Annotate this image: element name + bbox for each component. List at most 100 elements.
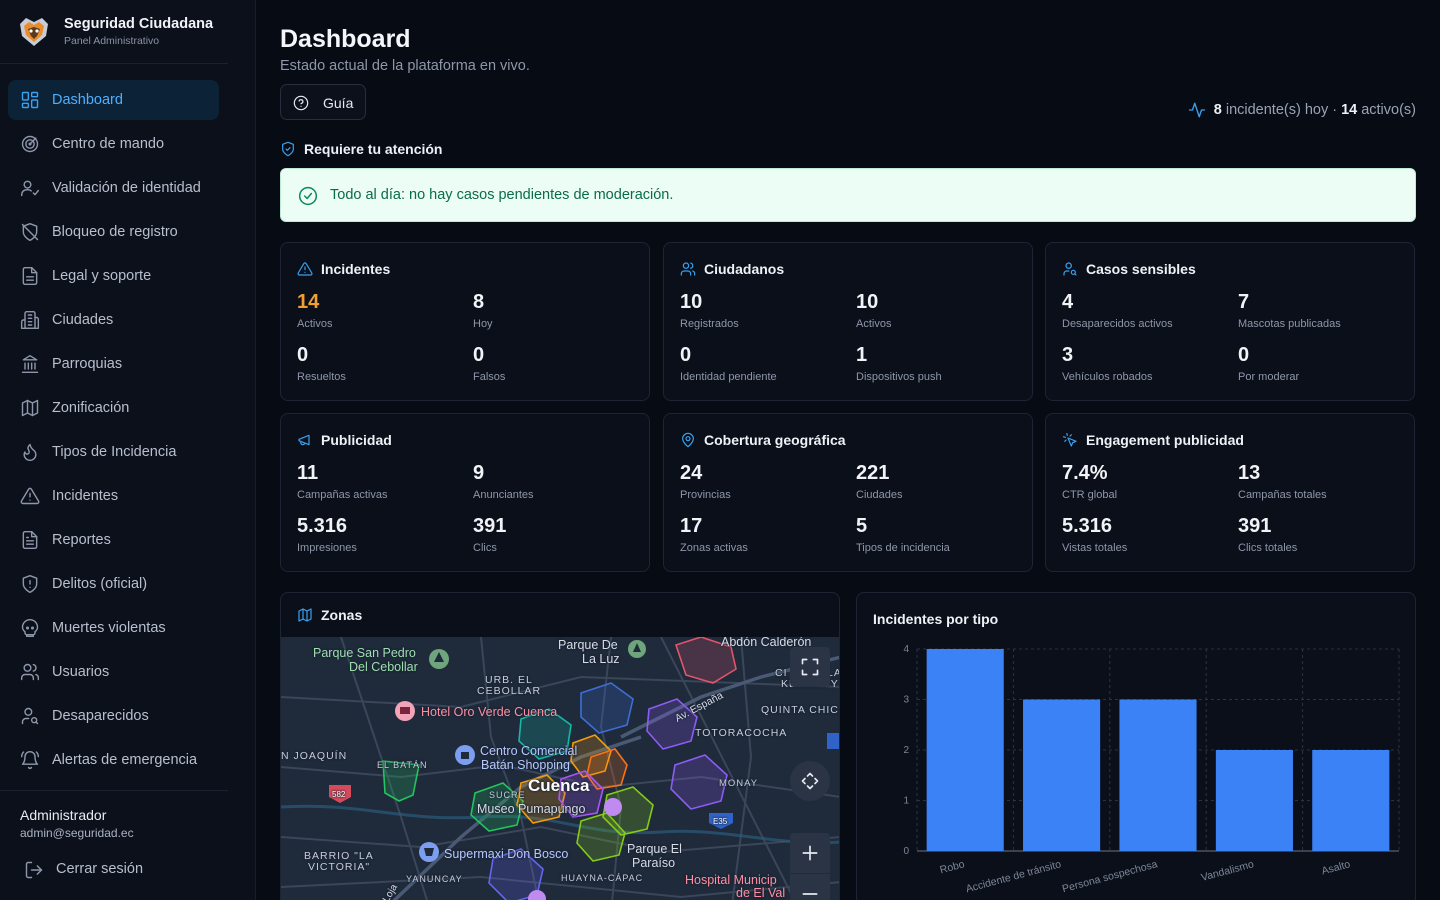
stat-label: Anunciantes [473,489,534,501]
sidebar-item-label: Delitos (oficial) [52,576,148,592]
map-pin-icon [682,432,694,448]
stat-vistas-totales: 5.316 Vistas totales [1062,514,1232,554]
landmark-icon [20,354,40,374]
pan-button[interactable] [790,761,830,801]
page-title: Dashboard [280,25,411,53]
bar [1312,750,1390,851]
users-icon [20,662,40,682]
guide-button[interactable]: Guía [280,84,366,120]
stat-activos: 14 Activos [297,290,467,330]
sidebar-item-zonificacion[interactable]: Zonificación [8,388,219,428]
attention-heading: Requiere tu atención [280,141,442,157]
sidebar-nav: Dashboard Centro de mando Validación de … [8,80,219,784]
stat-label: Tipos de incidencia [856,542,950,554]
user-email: admin@seguridad.ec [20,826,134,840]
x-tick-label: Robo [939,858,967,876]
stat-label: Por moderar [1238,371,1300,383]
zoom-out-button[interactable] [790,874,830,900]
stat-value: 221 [856,462,890,484]
attention-title: Requiere tu atención [304,141,443,157]
map-label: La Luz [582,652,620,666]
stat-label: Clics [473,542,497,554]
stat-value: 10 [680,291,703,313]
sidebar-item-centro-de-mando[interactable]: Centro de mando [8,124,219,164]
map-base [281,637,839,900]
stat-desaparecidos: 4 Desaparecidos activos [1062,290,1232,330]
stat-value: 0 [473,344,485,366]
sidebar-item-label: Zonificación [52,400,130,416]
map-label: SUCRE [489,790,526,800]
y-tick-label: 1 [903,796,909,807]
plus-icon [802,845,818,861]
map-label: Paraíso [632,856,676,870]
stat-por-moderar: 0 Por moderar [1238,343,1408,383]
sidebar-item-validacion[interactable]: Validación de identidad [8,168,219,208]
stat-label: Mascotas publicadas [1238,318,1341,330]
guide-label: Guía [323,95,354,111]
fullscreen-icon [801,658,819,676]
stat-label: Vehículos robados [1062,371,1153,383]
map-label: Centro Comercial [480,744,578,758]
map-label: YANUNCAY [406,874,463,884]
user-block: Administrador admin@seguridad.ec Cerrar … [0,790,228,900]
today-text: incidente(s) hoy · [1225,102,1338,118]
sidebar-item-reportes[interactable]: Reportes [8,520,219,560]
sidebar-item-usuarios[interactable]: Usuarios [8,652,219,692]
sidebar-item-dashboard[interactable]: Dashboard [8,80,219,120]
card-title: Publicidad [321,432,392,448]
zoom-in-button[interactable] [790,833,830,873]
stat-ctr: 7.4% CTR global [1062,461,1232,501]
map-label: VICTORIA" [308,861,371,873]
help-circle-icon [293,95,309,111]
sidebar-item-delitos[interactable]: Delitos (oficial) [8,564,219,604]
stat-label: Provincias [680,489,731,501]
map-label: MONAY [719,778,759,789]
sidebar-item-legal[interactable]: Legal y soporte [8,256,219,296]
map-label: Del Cebollar [349,660,418,674]
brand-subtitle: Panel Administrativo [64,35,160,47]
map-label: URB. EL [485,674,533,686]
sidebar-item-tipos-incidencia[interactable]: Tipos de Incidencia [8,432,219,472]
sidebar-item-desaparecidos[interactable]: Desaparecidos [8,696,219,736]
logout-button[interactable]: Cerrar sesión [12,855,212,885]
alert-triangle-icon [20,486,40,506]
pan-icon [801,772,819,790]
stat-label: Identidad pendiente [680,371,777,383]
sidebar-item-bloqueo[interactable]: Bloqueo de registro [8,212,219,252]
stat-value: 0 [1238,344,1250,366]
stat-value: 4 [1062,291,1074,313]
map-label: Batán Shopping [481,758,570,772]
active-count: 14 [1341,102,1358,118]
stat-dispositivos-push: 1 Dispositivos push [856,343,1026,383]
stat-value: 9 [473,462,485,484]
check-circle-icon [298,186,318,206]
pointer-click-icon [1062,432,1077,447]
shield-check-icon [282,141,294,157]
y-tick-label: 3 [903,695,909,706]
sidebar-item-ciudades[interactable]: Ciudades [8,300,219,340]
stat-label: Desaparecidos activos [1062,318,1173,330]
flame-icon [20,442,40,462]
map-label: Museo Pumapungo [477,802,586,816]
fullscreen-button[interactable] [790,647,830,687]
map-label: N JOAQUÍN [281,750,348,762]
map-label: Abdón Calderón [721,637,812,649]
sidebar-item-incidentes[interactable]: Incidentes [8,476,219,516]
sidebar-item-label: Alertas de emergencia [52,752,198,768]
map-label: de El Val [736,886,786,900]
shield-alert-icon [20,574,40,594]
dashboard-icon [20,90,40,110]
bell-ring-icon [20,750,40,770]
stat-value: 5.316 [297,515,348,537]
stat-activos: 10 Activos [856,290,1026,330]
skull-icon [20,618,40,638]
sidebar-item-muertes[interactable]: Muertes violentas [8,608,219,648]
zones-map[interactable]: Parque San Pedro Del Cebollar Parque De … [281,637,839,900]
sidebar-item-alertas[interactable]: Alertas de emergencia [8,740,219,780]
sidebar-item-parroquias[interactable]: Parroquias [8,344,219,384]
card-title: Ciudadanos [704,261,785,277]
stat-resueltos: 0 Resueltos [297,343,467,383]
stat-value: 0 [680,344,692,366]
brand: Seguridad Ciudadana Panel Administrativo [0,0,228,64]
